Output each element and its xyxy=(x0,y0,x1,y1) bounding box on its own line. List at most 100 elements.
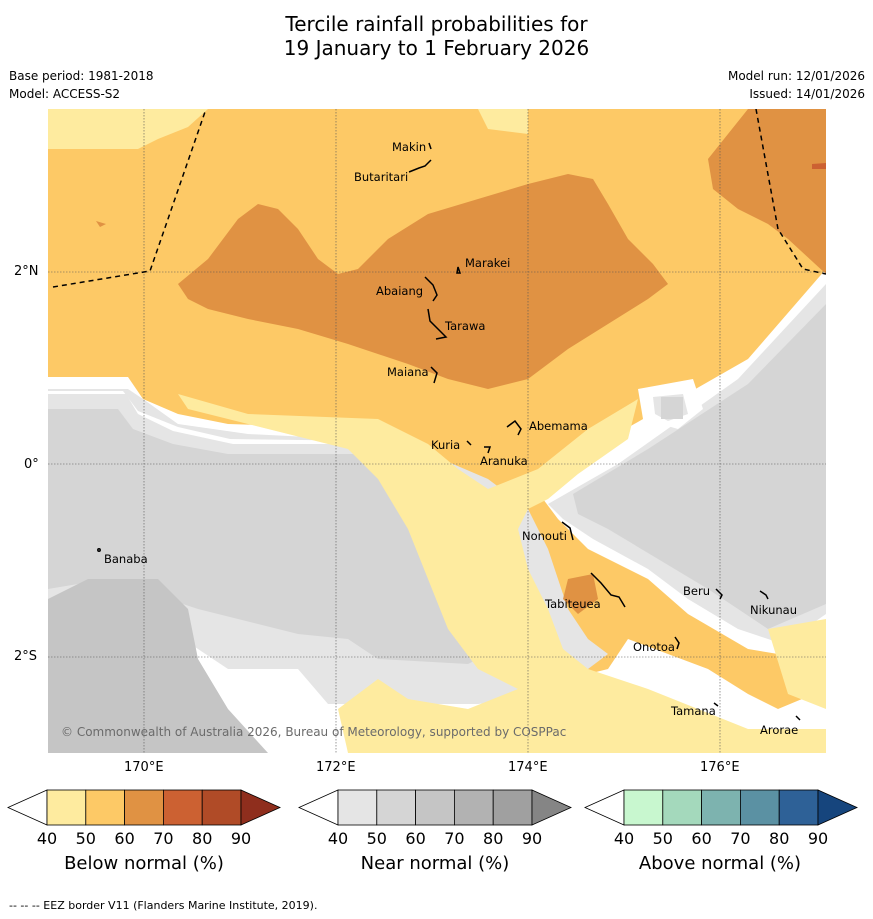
dark-orange-small xyxy=(563,574,598,614)
place-labels: Makin Butaritari Marakei Abaiang Tarawa … xyxy=(104,140,798,737)
colorbar-tick-label: 40 xyxy=(614,829,634,848)
label-butaritari: Butaritari xyxy=(354,170,408,184)
colorbar-segment xyxy=(337,789,378,826)
colorbar-segment xyxy=(162,789,203,826)
colorbar-extend-low xyxy=(298,789,339,826)
colorbar-tick-label: 90 xyxy=(522,829,542,848)
island-onotoa xyxy=(674,636,680,650)
rainfall-map: Makin Butaritari Marakei Abaiang Tarawa … xyxy=(48,109,826,753)
colorbar-extend-high xyxy=(817,789,858,826)
below-normal-60-70 xyxy=(96,109,826,614)
colorbar-tick-label: 70 xyxy=(153,829,173,848)
colorbar-extend-low xyxy=(7,789,48,826)
light-patch-east xyxy=(768,619,826,709)
colorbar-tick-label: 70 xyxy=(730,829,750,848)
label-onotoa: Onotoa xyxy=(633,640,675,654)
map-title: Tercile rainfall probabilities for 19 Ja… xyxy=(0,12,873,60)
colorbar-tick-label: 60 xyxy=(114,829,134,848)
island-nikunau xyxy=(759,590,769,600)
label-beru: Beru xyxy=(683,584,710,598)
below-normal-40-50 xyxy=(48,109,826,753)
colorbar-tick-label: 80 xyxy=(483,829,503,848)
colorbar-tick-label: 90 xyxy=(808,829,828,848)
label-maiana: Maiana xyxy=(387,365,429,379)
colorbar-tick-label: 70 xyxy=(444,829,464,848)
model-name: Model: ACCESS-S2 xyxy=(9,87,121,101)
island-arorae xyxy=(795,715,801,721)
colorbar-below-normal: 40 50 60 70 80 90 xyxy=(7,789,281,848)
lon-label-174e: 174°E xyxy=(508,760,548,775)
dark-orange-central xyxy=(178,174,668,389)
lon-label-176e: 176°E xyxy=(700,760,740,775)
footer-note: -- -- -- EEZ border V11 (Flanders Marine… xyxy=(9,899,318,912)
issued-date: Issued: 14/01/2026 xyxy=(749,87,865,101)
label-makin: Makin xyxy=(392,140,426,154)
island-abaiang xyxy=(424,276,438,302)
near-normal-southwest-60-70 xyxy=(48,579,268,753)
colorbar-segment xyxy=(662,789,702,826)
island-marakei xyxy=(456,266,462,274)
island-tarawa xyxy=(427,308,448,340)
eez-borders xyxy=(52,109,826,288)
label-marakei: Marakei xyxy=(465,256,510,270)
island-beru xyxy=(715,588,723,600)
colorbar-segment xyxy=(46,789,87,826)
label-aranuka: Aranuka xyxy=(480,454,528,468)
islands xyxy=(97,142,801,721)
island-banaba xyxy=(97,548,101,552)
copyright-text: © Commonwealth of Australia 2026, Bureau… xyxy=(61,725,566,739)
colorbar-segment xyxy=(85,789,126,826)
island-aranuka xyxy=(484,446,492,454)
island-tamana xyxy=(713,702,719,707)
colorbar-label-above: Above normal (%) xyxy=(638,853,802,874)
colorbar-segment xyxy=(415,789,455,826)
light-band-north xyxy=(48,109,208,149)
label-tamana: Tamana xyxy=(670,704,716,718)
colorbar-segment xyxy=(778,789,819,826)
colorbar-segment xyxy=(701,789,741,826)
island-butaritari xyxy=(408,159,432,173)
label-abaiang: Abaiang xyxy=(376,284,423,298)
label-abemama: Abemama xyxy=(529,419,588,433)
label-tabiteuea: Tabiteuea xyxy=(544,597,601,611)
island-makin xyxy=(428,142,432,150)
lon-label-170e: 170°E xyxy=(124,760,164,775)
colorbar-extend-low xyxy=(584,789,625,826)
light-patch-north xyxy=(478,109,528,134)
colorbar-tick-label: 40 xyxy=(328,829,348,848)
colorbar-segment xyxy=(740,789,780,826)
colorbar-extend-high xyxy=(240,789,281,826)
island-nonouti xyxy=(561,521,574,541)
colorbar-label-below: Below normal (%) xyxy=(64,853,224,874)
colorbar-segment xyxy=(201,789,242,826)
label-nonouti: Nonouti xyxy=(522,529,567,543)
island-tabiteuea xyxy=(590,572,626,608)
colorbar-near-normal: 40 50 60 70 80 90 xyxy=(298,789,572,848)
lat-label-2n: 2°N xyxy=(14,264,39,279)
colorbar-tick-label: 50 xyxy=(367,829,387,848)
gridlines xyxy=(48,109,826,753)
colorbar-segment xyxy=(623,789,664,826)
light-band-central xyxy=(178,394,826,753)
island-kuria xyxy=(466,440,472,446)
colorbar-segment xyxy=(492,789,533,826)
near-normal-east-50-60 xyxy=(573,304,826,629)
colorbar-tick-label: 80 xyxy=(769,829,789,848)
label-tarawa: Tarawa xyxy=(444,319,485,333)
title-line-1: Tercile rainfall probabilities for xyxy=(285,12,588,36)
colorbar-tick-label: 60 xyxy=(405,829,425,848)
colorbar-segment xyxy=(453,789,494,826)
label-nikunau: Nikunau xyxy=(750,603,797,617)
colorbar-tick-label: 80 xyxy=(192,829,212,848)
colorbar-label-near: Near normal (%) xyxy=(360,853,510,874)
colorbar-tick-label: 40 xyxy=(37,829,57,848)
eez-border-east xyxy=(755,109,826,275)
dark-orange-northeast xyxy=(708,109,826,274)
lat-label-2s: 2°S xyxy=(14,649,38,664)
lat-label-0: 0° xyxy=(24,457,39,472)
base-period: Base period: 1981-2018 xyxy=(9,69,154,83)
colorbar-tick-label: 50 xyxy=(76,829,96,848)
colorbar-segment xyxy=(124,789,164,826)
island-maiana xyxy=(430,366,438,384)
colorbars: 40 50 60 70 80 90 40 50 60 70 80 90 40 50 60 70 80 90 xyxy=(7,789,858,848)
